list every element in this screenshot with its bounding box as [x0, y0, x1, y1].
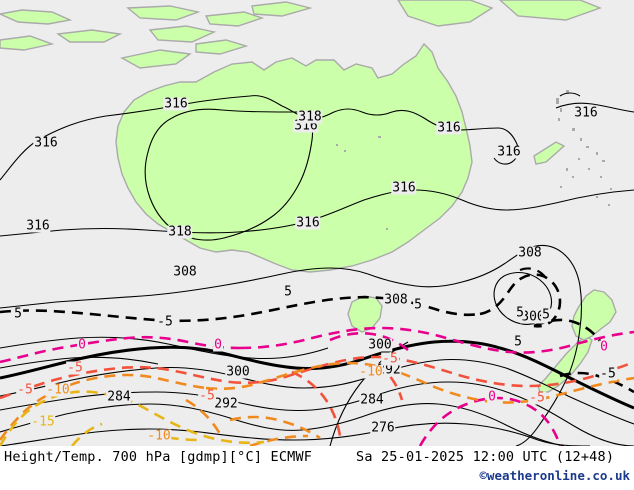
- isotherm-minus15-w: [0, 390, 265, 446]
- footer-credit[interactable]: ©weatheronline.co.uk: [479, 468, 630, 483]
- land-new-guinea: [397, 0, 602, 27]
- isotherm-plus5-nz: [533, 318, 604, 345]
- isotherm-plus5-main: [0, 295, 481, 323]
- land-nz-north-island: [571, 289, 617, 341]
- isotherm-zero-nz-lobe: [418, 396, 562, 446]
- isotherm-zero-w: [0, 335, 241, 364]
- contour-extra-centre: [329, 341, 409, 446]
- isotherm-zero-tas: [329, 331, 409, 352]
- isotherm-minus5-c: [229, 355, 634, 388]
- isotherm-minus5-lobe: [291, 370, 342, 437]
- contour-extra-sw-1: [0, 336, 329, 360]
- isotherm-minus10-tail2: [249, 434, 309, 446]
- footer-datetime: Sa 25-01-2025 12:00 UTC (12+48): [356, 449, 615, 465]
- land-new-caledonia: [533, 141, 566, 165]
- contour-map-svg: [0, 0, 634, 446]
- land-small-islands: [336, 90, 612, 230]
- land-tasmania: [347, 295, 383, 333]
- isotherm-minus10-lobe: [185, 398, 222, 435]
- contour-316-far-e2: [559, 92, 581, 97]
- map-footer-bar: Height/Temp. 700 hPa [gdmp][°C] ECMWF Sa…: [0, 446, 634, 490]
- isotherm-minus10-w: [0, 373, 207, 441]
- contour-284: [0, 402, 565, 446]
- isotherm-plus5-far-e: [559, 371, 634, 394]
- contour-308-w: [0, 267, 369, 309]
- contour-300-thin: [0, 358, 634, 425]
- contour-276: [0, 422, 591, 446]
- contour-300-bold: [0, 339, 634, 410]
- isotherm-minus10: [0, 361, 634, 446]
- contour-316-far-e: [555, 102, 634, 113]
- land-timor: [120, 49, 192, 69]
- isotherm-minus10-c: [205, 361, 634, 404]
- isotherm-zero-c: [239, 326, 634, 354]
- isotherm-zero: [0, 326, 634, 446]
- footer-title: Height/Temp. 700 hPa [gdmp][°C] ECMWF: [4, 449, 313, 465]
- contour-308-e: [367, 244, 583, 446]
- isotherm-minus15-lobe: [70, 422, 103, 446]
- isotherm-minus5-w: [0, 365, 231, 400]
- isotherm-plus5-east: [479, 273, 562, 328]
- isotherm-minus10-tail: [229, 415, 321, 440]
- isotherm-plus5: [0, 267, 634, 394]
- isotherm-plus5-inner-ring: [519, 267, 547, 279]
- land-indonesia-islands: [0, 1, 313, 55]
- contour-extra-sw-2: [0, 356, 159, 369]
- map-canvas[interactable]: 316 316 316 318 316 316 316 316 316 318 316 308 308 3…: [0, 0, 634, 446]
- contour-316-mid: [0, 189, 634, 237]
